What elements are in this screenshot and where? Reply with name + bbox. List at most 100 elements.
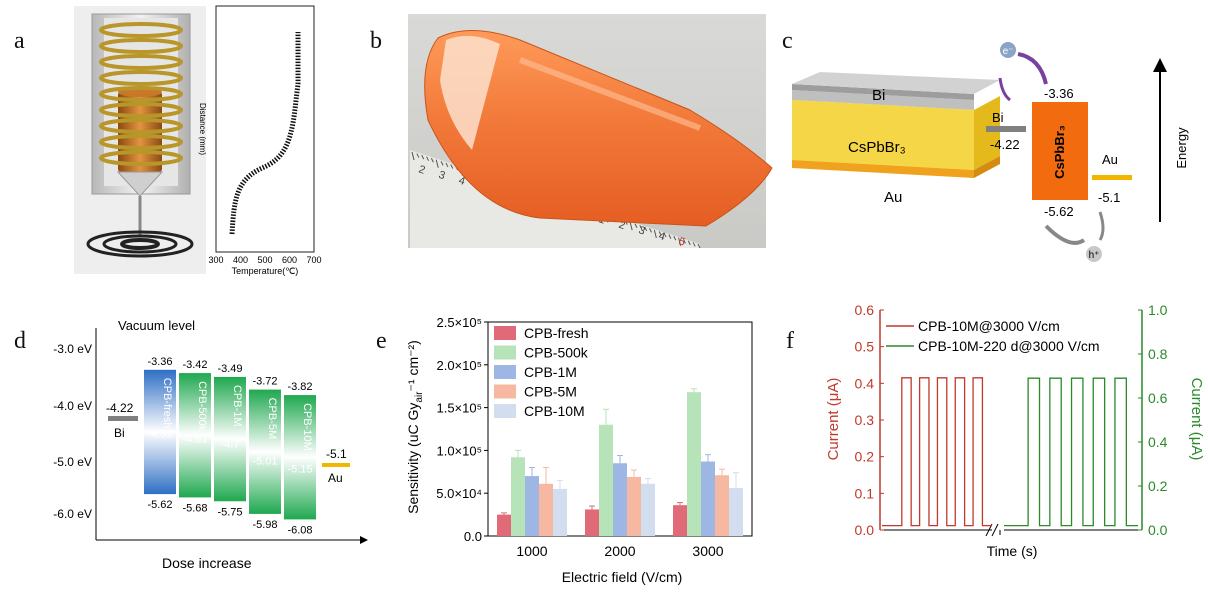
ampoule-tip (116, 171, 164, 197)
f-plot-area: 0.0 0.1 0.2 0.3 0.4 0.5 0.6 0.0 0.2 0.4 0.6 0.8 1.0 C… (855, 302, 1168, 538)
d-au-value: -5.1 (326, 447, 347, 461)
bi-electrode-top-face (792, 90, 974, 110)
label-bi-side: Bi (992, 110, 1004, 125)
band-fermi-label: -4.61 (182, 434, 207, 446)
band-cb-label: -3.82 (287, 381, 312, 393)
f-ytick-left-label: 0.6 (855, 302, 875, 318)
f-ytick-left-label: 0.4 (855, 375, 875, 391)
band-fermi-label: -5.15 (287, 463, 312, 475)
band-name-label: CPB-500k (196, 381, 208, 432)
band-fermi-label: -4.7 (221, 439, 240, 451)
au-level (1092, 175, 1132, 180)
label-energy: Energy (1174, 127, 1189, 169)
f-axis-break-icon (991, 523, 999, 537)
e-bar (599, 424, 613, 536)
label-au-value: -5.1 (1098, 190, 1120, 205)
e-bar (553, 488, 567, 536)
e-bar (511, 457, 525, 536)
e-bar (729, 488, 743, 536)
ruler-tick (683, 239, 686, 244)
ruler-tick (673, 235, 677, 241)
ruler-tick (663, 232, 667, 238)
d-ytick-3: -3.0 eV (53, 342, 92, 356)
panel-letter-f: f (786, 328, 794, 354)
e-bar (539, 483, 553, 536)
ruler-tick (430, 158, 434, 163)
label-band: CsPbBr₃ (1052, 125, 1067, 179)
dose-increase-label: Dose increase (162, 555, 252, 571)
plot-a-xtick-400: 400 (233, 255, 248, 265)
energy-arrowhead-icon (1153, 58, 1167, 72)
e-ytick-label: 1.0×10⁵ (436, 443, 482, 458)
label-au-bottom: Au (884, 189, 902, 206)
ruler-tick (639, 225, 643, 230)
crystal-highlight (518, 57, 702, 131)
e-bar (687, 392, 701, 536)
panel-letter-e: e (376, 328, 387, 354)
band-cb-label: -3.72 (252, 376, 277, 388)
band-name-label: CPB-fresh (161, 378, 173, 429)
e-plot-area: 0.0 5.0×10⁴ 1.0×10⁵ 1.5×10⁵ 2.0×10⁵ 2.5×10⁵ 10… (436, 315, 753, 559)
band-cb-label: -3.49 (217, 363, 242, 375)
ruler-tick (658, 231, 662, 236)
ruler-number: 5 (677, 235, 687, 248)
e-ylabel: Sensitivity (uC Gyair⁻¹ cm⁻²) (405, 340, 425, 514)
f-ytick-left-label: 0.2 (855, 449, 875, 465)
band-bar (144, 369, 176, 495)
e-legend-label: CPB-500k (524, 345, 589, 361)
ruler-tick (450, 164, 454, 169)
e-xlabel: Electric field (V/cm) (562, 569, 683, 585)
crystal-layer-side (974, 96, 1000, 170)
f-ytick-right-label: 0.8 (1148, 346, 1168, 362)
vacuum-level-label: Vacuum level (118, 318, 195, 333)
ruler-tick (649, 228, 652, 233)
e-legend-label: CPB-fresh (524, 325, 589, 341)
ruler-number: 4 (457, 175, 467, 188)
f-legend-label: CPB-10M-220 d@3000 V/cm (918, 338, 1100, 354)
d-bi-value: -4.22 (106, 401, 134, 415)
plot-a-xlabel: Temperature(℃) (232, 266, 299, 276)
plot-a-xtick-500: 500 (257, 255, 272, 265)
e-bar (673, 505, 687, 536)
f-ytick-right-label: 1.0 (1148, 302, 1168, 318)
e-legend-label: CPB-5M (524, 384, 577, 400)
plot-a-xticks: 300 400 500 600 700 (208, 255, 321, 265)
e-ytick-label: 0.0 (464, 529, 482, 544)
e-ytick-label: 1.5×10⁵ (436, 401, 482, 416)
plot-a-xtick-300: 300 (208, 255, 223, 265)
d-bi-label: Bi (114, 426, 125, 440)
f-ytick-left-label: 0.0 (855, 522, 875, 538)
band-name-label: CPB-1M (231, 385, 243, 427)
panel-d-yticks: -3.0 eV -4.0 eV -5.0 eV -6.0 eV (53, 342, 92, 521)
bridgman-furnace-illustration (74, 6, 206, 274)
ruler-tick (697, 243, 701, 249)
band-cb-label: -3.36 (147, 356, 172, 368)
e-bar (701, 461, 715, 536)
f-xlabel: Time (s) (987, 543, 1038, 559)
e-xtick-label: 1000 (516, 543, 547, 559)
label-vb: -5.62 (1044, 204, 1074, 219)
crystal-layer-front (792, 100, 974, 170)
panel-letter-c: c (782, 28, 793, 54)
d-au-level (322, 463, 350, 467)
panel-letter-b: b (370, 28, 382, 54)
e-ytick-label: 2.5×10⁵ (436, 315, 482, 330)
d-ytick-6: -6.0 eV (53, 507, 92, 521)
e-bar (715, 475, 729, 536)
ruler-tick (445, 162, 449, 168)
dose-arrowhead-icon (360, 536, 368, 544)
band-bar (249, 389, 281, 514)
ruler-tick (435, 159, 439, 168)
ruler-tick (416, 153, 420, 158)
f-ytick-right-label: 0.0 (1148, 522, 1168, 538)
e-legend-label: CPB-1M (524, 364, 577, 380)
ruler-tick (678, 237, 682, 246)
band-vb-label: -5.68 (182, 502, 207, 514)
label-crystal: CsPbBr₃ (848, 139, 906, 156)
f-ytick-right-label: 0.6 (1148, 390, 1168, 406)
label-bi-top: Bi (872, 87, 885, 104)
